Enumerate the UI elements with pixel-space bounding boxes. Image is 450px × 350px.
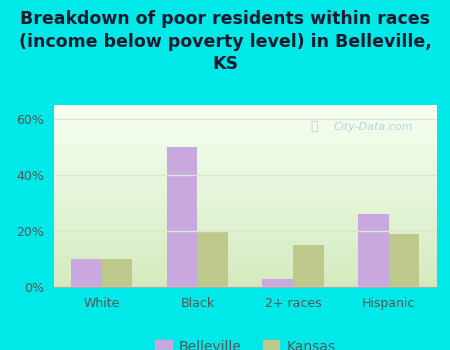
Bar xyxy=(358,214,389,287)
Bar xyxy=(71,259,102,287)
Text: City-Data.com: City-Data.com xyxy=(333,122,413,132)
Bar xyxy=(389,234,419,287)
Bar xyxy=(262,279,293,287)
Legend: Belleville, Kansas: Belleville, Kansas xyxy=(150,334,341,350)
Bar xyxy=(102,259,132,287)
Bar xyxy=(167,147,198,287)
Bar xyxy=(293,245,324,287)
Bar xyxy=(198,231,228,287)
Text: Breakdown of poor residents within races
(income below poverty level) in Bellevi: Breakdown of poor residents within races… xyxy=(18,10,432,73)
Text: ⓘ: ⓘ xyxy=(310,120,318,133)
